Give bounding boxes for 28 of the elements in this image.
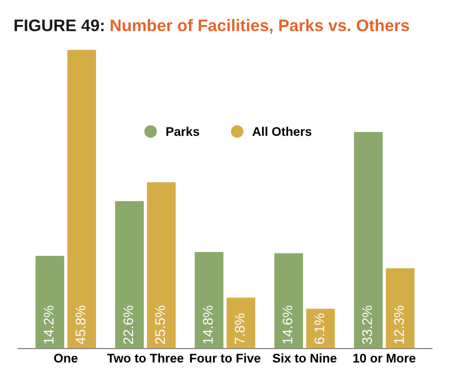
x-tick-label: One [54, 354, 78, 363]
bar [386, 268, 414, 349]
legend-label: Parks [166, 126, 200, 136]
bar [354, 132, 383, 349]
bar [306, 308, 335, 349]
bar [115, 201, 144, 349]
data-label: 6.1% [314, 313, 324, 344]
x-tick-label: Six to Nine [272, 353, 336, 363]
bar [146, 182, 176, 349]
data-label: 45.8% [76, 306, 86, 344]
x-tick-label: 10 or More [353, 354, 416, 363]
data-label: 12.3% [394, 306, 404, 344]
data-label: 22.6% [123, 306, 134, 344]
data-label: 14.6% [282, 306, 292, 344]
data-label: 14.2% [44, 306, 54, 344]
legend-label: All Others [252, 126, 312, 136]
bar [67, 50, 96, 349]
x-tick-label: Two to Three [107, 353, 184, 363]
data-label: 14.8% [202, 306, 213, 344]
bar [36, 256, 64, 349]
bar [194, 252, 224, 349]
data-label: 33.2% [362, 306, 372, 344]
x-tick-label: Four to Five [190, 353, 260, 363]
data-label: 7.8% [234, 313, 245, 344]
chart-title: FIGURE 49: Number of Facilities, Parks vs. Others [14, 19, 410, 34]
bar [274, 253, 304, 349]
bar [226, 298, 256, 349]
data-label: 25.5% [155, 306, 166, 344]
